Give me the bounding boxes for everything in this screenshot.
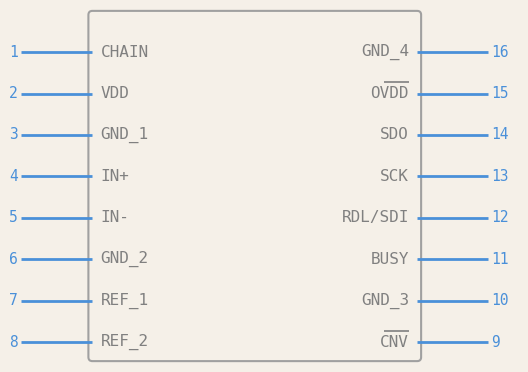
Text: 15: 15 <box>492 86 509 101</box>
Text: IN+: IN+ <box>100 169 129 184</box>
Text: 11: 11 <box>492 252 509 267</box>
Text: 2: 2 <box>10 86 18 101</box>
Text: 6: 6 <box>10 252 18 267</box>
Text: OVDD: OVDD <box>371 86 409 101</box>
Text: 7: 7 <box>10 293 18 308</box>
Text: BUSY: BUSY <box>371 252 409 267</box>
Text: REF_2: REF_2 <box>100 334 148 350</box>
Text: IN-: IN- <box>100 211 129 225</box>
Text: VDD: VDD <box>100 86 129 101</box>
Text: REF_1: REF_1 <box>100 293 148 309</box>
Text: 16: 16 <box>492 45 509 60</box>
Text: CNV: CNV <box>380 335 409 350</box>
Text: 4: 4 <box>10 169 18 184</box>
Text: 9: 9 <box>492 335 500 350</box>
FancyBboxPatch shape <box>88 11 421 361</box>
Text: 10: 10 <box>492 293 509 308</box>
Text: 3: 3 <box>10 128 18 142</box>
Text: CHAIN: CHAIN <box>100 45 148 60</box>
Text: 12: 12 <box>492 211 509 225</box>
Text: 14: 14 <box>492 128 509 142</box>
Text: GND_4: GND_4 <box>361 44 409 60</box>
Text: 8: 8 <box>10 335 18 350</box>
Text: 1: 1 <box>10 45 18 60</box>
Text: GND_2: GND_2 <box>100 251 148 267</box>
Text: SDO: SDO <box>380 128 409 142</box>
Text: RDL/SDI: RDL/SDI <box>342 211 409 225</box>
Text: GND_1: GND_1 <box>100 127 148 143</box>
Text: SCK: SCK <box>380 169 409 184</box>
Text: 13: 13 <box>492 169 509 184</box>
Text: 5: 5 <box>10 211 18 225</box>
Text: GND_3: GND_3 <box>361 293 409 309</box>
